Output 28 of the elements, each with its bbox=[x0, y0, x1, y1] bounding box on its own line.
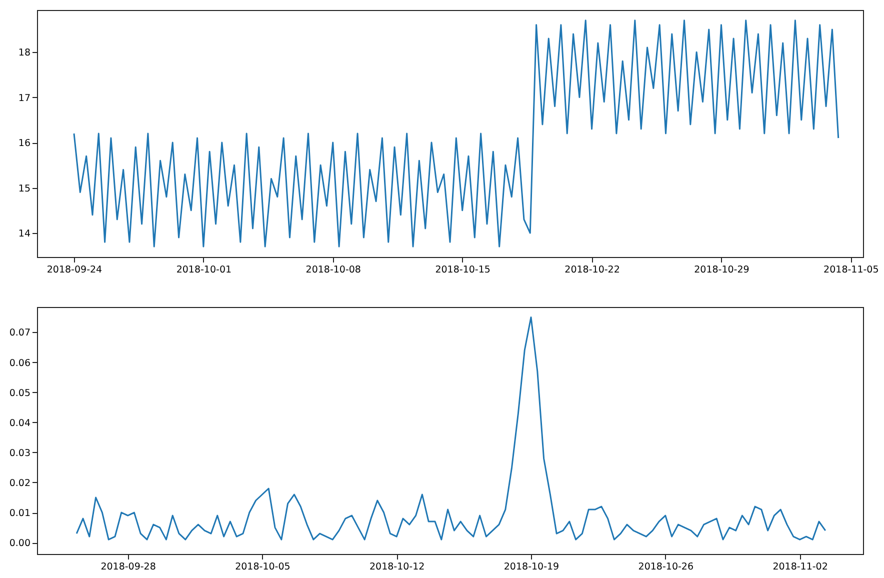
y-tick-label: 17 bbox=[18, 92, 30, 104]
x-tick-label: 2018-10-01 bbox=[176, 264, 232, 276]
line-series bbox=[73, 20, 840, 248]
y-tick-label: 0.01 bbox=[9, 508, 30, 520]
y-tick-label: 0.04 bbox=[9, 418, 30, 429]
x-tick-label: 2018-10-08 bbox=[306, 264, 361, 276]
x-tick-label: 2018-10-26 bbox=[638, 562, 694, 572]
y-tick-label: 0.05 bbox=[9, 388, 30, 399]
x-tick-label: 2018-09-24 bbox=[46, 264, 102, 276]
x-tick-label: 2018-10-12 bbox=[369, 562, 425, 572]
x-tick-label: 2018-09-28 bbox=[100, 562, 156, 572]
x-tick-label: 2018-10-05 bbox=[235, 562, 290, 572]
y-tick-label: 16 bbox=[18, 138, 30, 150]
x-tick-label: 2018-10-15 bbox=[435, 264, 490, 276]
line-series bbox=[76, 316, 826, 540]
y-tick-label: 14 bbox=[18, 228, 30, 240]
x-tick-label: 2018-11-05 bbox=[824, 264, 879, 276]
x-tick-label: 2018-10-22 bbox=[564, 264, 620, 276]
y-tick-label: 0.02 bbox=[9, 478, 30, 489]
y-tick-label: 0.00 bbox=[9, 538, 30, 550]
y-tick-label: 0.03 bbox=[9, 448, 30, 459]
y-tick-label: 0.07 bbox=[9, 328, 30, 339]
y-tick-label: 18 bbox=[18, 48, 30, 59]
x-tick-label: 2018-10-29 bbox=[694, 264, 750, 276]
y-tick-label: 0.06 bbox=[9, 358, 30, 369]
x-tick-label: 2018-10-19 bbox=[504, 562, 560, 572]
x-tick-label: 2018-11-02 bbox=[772, 562, 828, 572]
y-tick-label: 15 bbox=[18, 183, 30, 194]
